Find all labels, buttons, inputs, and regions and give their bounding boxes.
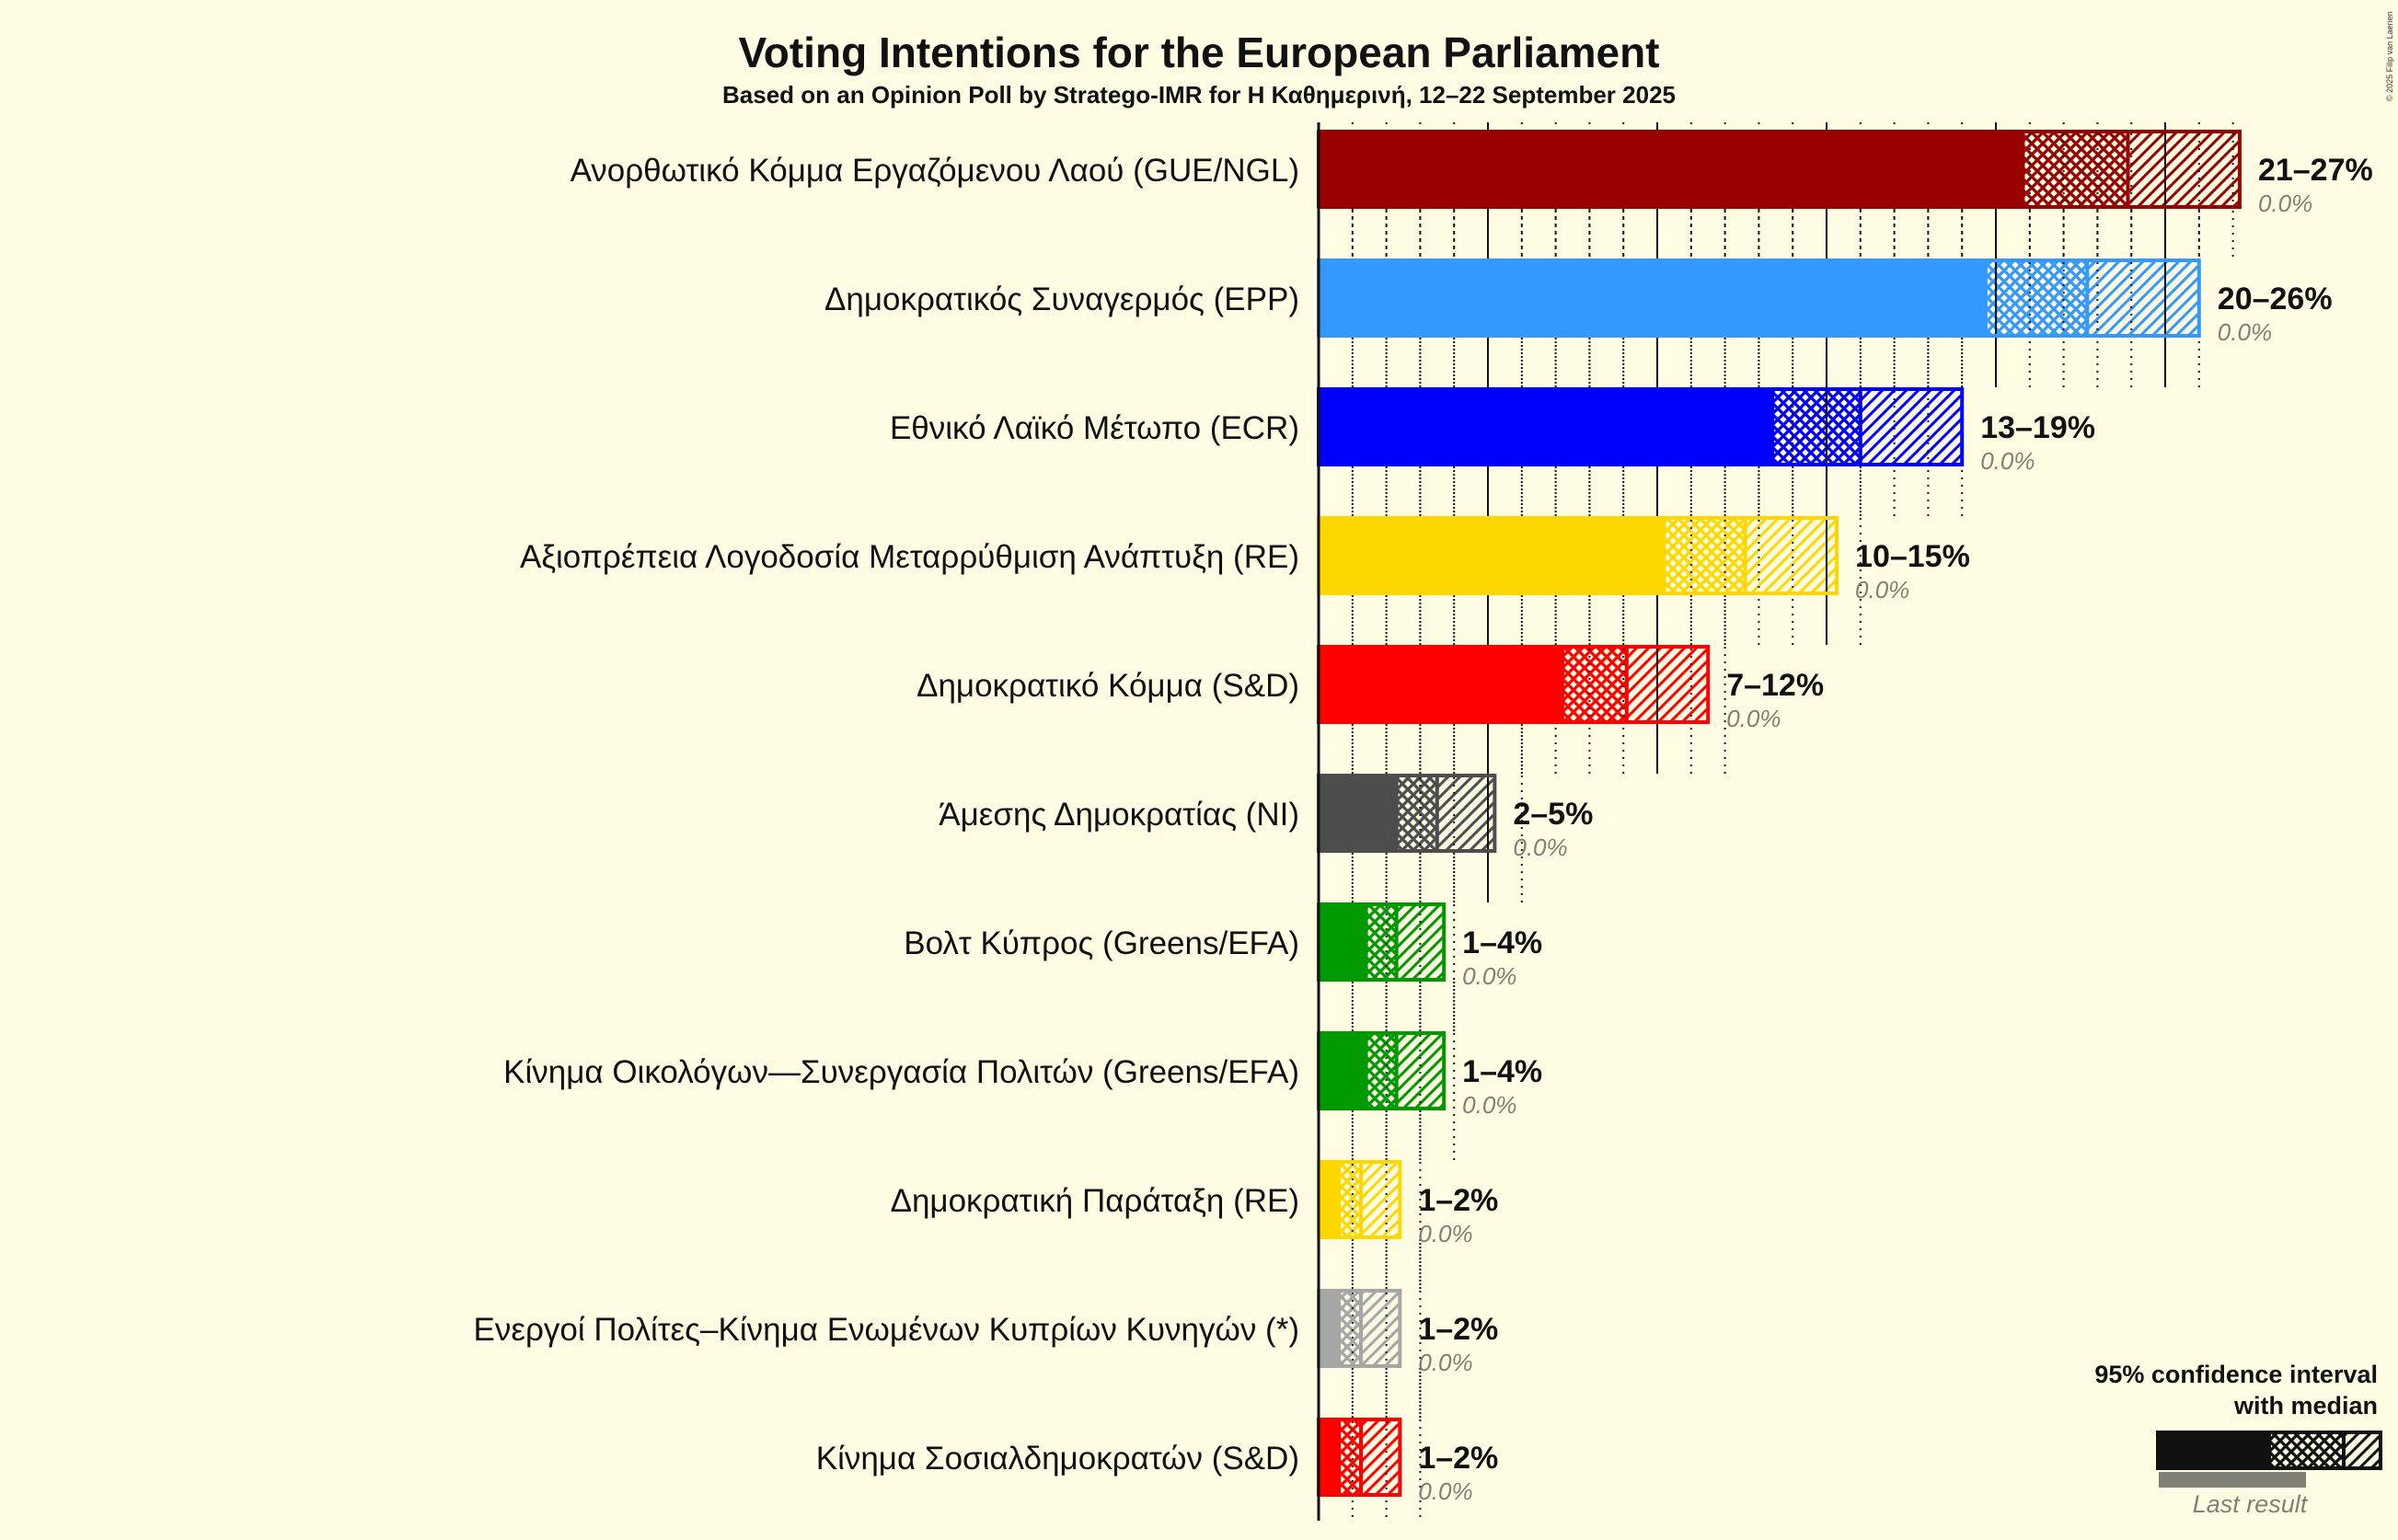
- chart-subtitle: Based on an Opinion Poll by Stratego-IMR…: [722, 81, 1676, 109]
- bar-solid: [1317, 387, 1773, 466]
- bar-group: [1317, 259, 2201, 338]
- party-label: Ανορθωτικό Κόμμα Εργαζόμενου Λαού (GUE/N…: [571, 153, 1299, 189]
- bar-group: [1317, 1289, 1402, 1368]
- bar-ci-upper: [1359, 1289, 1402, 1368]
- legend-title-line1: 95% confidence interval: [2094, 1361, 2378, 1388]
- last-result-label: 0.0%: [1418, 1477, 1472, 1505]
- bar-ci-upper: [1743, 516, 1839, 595]
- last-result-label: 0.0%: [2218, 318, 2272, 346]
- bar-solid: [1317, 259, 1986, 338]
- bar-ci-lower: [1983, 259, 2090, 338]
- copyright-notice: © 2025 Filip van Laenen: [2385, 11, 2394, 101]
- bar-ci-lower: [1337, 1418, 1363, 1497]
- gridlines-overlay: [1317, 122, 2234, 1521]
- party-label: Δημοκρατικός Συναγερμός (EPP): [824, 282, 1299, 317]
- bar-ci-upper: [1394, 1031, 1447, 1110]
- bar-solid: [1317, 902, 1366, 982]
- bar-solid: [1317, 1031, 1366, 1110]
- bar-solid: [1317, 1160, 1340, 1239]
- bar-ci-upper: [1858, 387, 1965, 466]
- last-result-label: 0.0%: [1855, 576, 1909, 603]
- bar-ci-upper: [1359, 1160, 1402, 1239]
- range-label: 10–15%: [1855, 539, 1970, 574]
- legend-solid: [2156, 1431, 2269, 1470]
- bar-ci-lower: [1560, 645, 1629, 724]
- range-label: 1–4%: [1462, 925, 1542, 960]
- bar-ci-lower: [1364, 1031, 1399, 1110]
- bar-ci-upper: [1394, 902, 1447, 982]
- last-result-label: 0.0%: [1462, 1091, 1516, 1119]
- legend: 95% confidence interval with median Last…: [2094, 1361, 2382, 1518]
- bar-group: [1317, 516, 1839, 595]
- bar-solid: [1317, 1289, 1340, 1368]
- bar-group: [1317, 1160, 1402, 1239]
- bar-solid: [1317, 774, 1397, 853]
- legend-last-result-label: Last result: [2193, 1490, 2309, 1518]
- bar-ci-upper: [2126, 130, 2242, 209]
- bar-ci-lower: [1337, 1160, 1363, 1239]
- bar-solid: [1317, 516, 1665, 595]
- bar-group: [1317, 1031, 1447, 1110]
- legend-ci-upper: [2342, 1431, 2382, 1470]
- bar-ci-lower: [1394, 774, 1439, 853]
- range-label: 21–27%: [2258, 153, 2373, 188]
- bars: [1317, 130, 2242, 1497]
- party-label: Δημοκρατική Παράταξη (RE): [891, 1183, 1299, 1219]
- last-result-label: 0.0%: [1418, 1220, 1472, 1247]
- range-label: 1–2%: [1418, 1441, 1498, 1476]
- range-label: 13–19%: [1980, 410, 2095, 445]
- bar-solid: [1317, 130, 2023, 209]
- labels: Ανορθωτικό Κόμμα Εργαζόμενου Λαού (GUE/N…: [474, 153, 2373, 1505]
- range-label: 1–2%: [1418, 1312, 1498, 1347]
- range-label: 20–26%: [2218, 282, 2333, 316]
- bar-solid: [1317, 645, 1562, 724]
- last-result-label: 0.0%: [1418, 1349, 1472, 1376]
- legend-title-line2: with median: [2233, 1392, 2378, 1419]
- bar-group: [1317, 774, 1497, 853]
- bar-ci-upper: [1359, 1418, 1402, 1497]
- bar-ci-lower: [2021, 130, 2130, 209]
- bar-solid: [1317, 1418, 1340, 1497]
- party-label: Αξιοπρέπεια Λογοδοσία Μεταρρύθμιση Ανάπτ…: [520, 539, 1299, 575]
- range-label: 1–4%: [1462, 1054, 1542, 1089]
- chart-title: Voting Intentions for the European Parli…: [739, 29, 1660, 76]
- last-result-label: 0.0%: [1513, 833, 1567, 861]
- bar-group: [1317, 1418, 1402, 1497]
- party-label: Εθνικό Λαϊκό Μέτωπο (ECR): [890, 410, 1299, 446]
- range-label: 1–2%: [1418, 1183, 1498, 1218]
- bar-group: [1317, 130, 2242, 209]
- last-result-label: 0.0%: [1726, 705, 1781, 732]
- party-label: Κίνημα Σοσιαλδημοκρατών (S&D): [816, 1441, 1299, 1477]
- range-label: 2–5%: [1513, 797, 1593, 832]
- party-label: Άμεσης Δημοκρατίας (NI): [939, 797, 1299, 833]
- party-label: Δημοκρατικό Κόμμα (S&D): [917, 668, 1299, 704]
- last-result-label: 0.0%: [1462, 962, 1516, 990]
- range-label: 7–12%: [1726, 668, 1824, 703]
- bar-ci-upper: [1435, 774, 1497, 853]
- legend-ci-bar: [2156, 1431, 2382, 1488]
- bar-ci-lower: [1770, 387, 1862, 466]
- last-result-label: 0.0%: [2258, 190, 2312, 217]
- party-label: Ενεργοί Πολίτες–Κίνημα Ενωμένων Κυπρίων …: [474, 1312, 1299, 1348]
- bar-group: [1317, 645, 1711, 724]
- legend-ci-lower: [2267, 1431, 2346, 1470]
- party-label: Βολτ Κύπρος (Greens/EFA): [904, 925, 1299, 961]
- legend-last-result-bar: [2159, 1472, 2306, 1488]
- bar-ci-lower: [1337, 1289, 1363, 1368]
- bar-group: [1317, 387, 1965, 466]
- bar-ci-upper: [1624, 645, 1711, 724]
- bar-ci-lower: [1364, 902, 1399, 982]
- party-label: Κίνημα Οικολόγων—Συνεργασία Πολιτών (Gre…: [503, 1054, 1299, 1090]
- bar-ci-upper: [2085, 259, 2201, 338]
- bar-ci-lower: [1662, 516, 1747, 595]
- last-result-label: 0.0%: [1980, 447, 2035, 475]
- bar-group: [1317, 902, 1447, 982]
